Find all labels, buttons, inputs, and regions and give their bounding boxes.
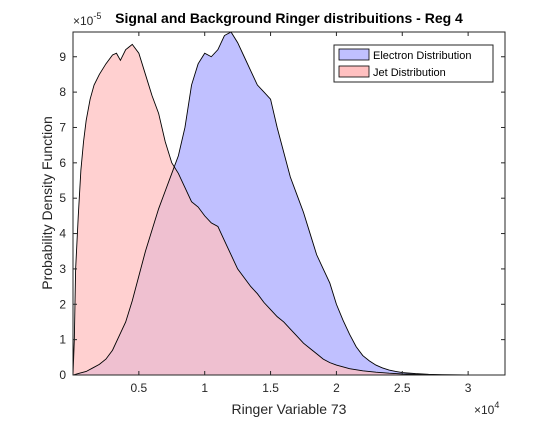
line-electron [72,31,506,376]
y-tick-label: 4 [59,227,66,241]
y-exponent-label: ×10-5 [73,11,101,28]
legend-label-jet: Jet Distribution [373,67,446,79]
legend-swatch-electron [338,48,370,61]
legend-label-electron: Electron Distribution [373,50,471,62]
y-axis-ticks: 0 1 2 3 4 5 6 7 8 9 [59,50,505,382]
plot-frame [72,31,506,376]
y-tick-label: 6 [59,156,66,170]
x-tick-label: 2.5 [394,381,411,395]
y-tick-label: 2 [59,297,66,311]
y-tick-label: 0 [59,368,66,382]
line-jet [72,43,506,376]
legend-swatch-jet [338,65,370,78]
y-tick-label: 9 [59,50,66,64]
x-exponent-base: ×10 [474,403,495,417]
y-tick-label: 8 [59,85,66,99]
x-tick-label: 3 [465,381,472,395]
y-tick-label: 7 [59,120,66,134]
x-axis-ticks: 0.5 1 1.5 2 2.5 3 [131,32,472,395]
y-tick-label: 5 [59,191,66,205]
x-exponent-label: ×104 [474,400,499,417]
x-tick-label: 2 [333,381,340,395]
series-lines [72,31,506,376]
series-fills [73,32,505,375]
y-axis-label: Probability Density Function [39,116,55,290]
y-exponent-power: -5 [93,11,101,21]
x-tick-label: 0.5 [131,381,148,395]
y-tick-label: 1 [59,333,66,347]
y-tick-label: 3 [59,262,66,276]
x-tick-label: 1 [201,381,208,395]
x-tick-label: 1.5 [262,381,279,395]
legend: Electron Distribution Jet Distribution [333,44,494,83]
x-exponent-power: 4 [494,400,499,410]
y-exponent-base: ×10 [73,14,94,28]
chart-title: Signal and Background Ringer distribuiti… [115,10,463,26]
area-jet [73,44,505,375]
x-axis-label: Ringer Variable 73 [232,401,347,417]
